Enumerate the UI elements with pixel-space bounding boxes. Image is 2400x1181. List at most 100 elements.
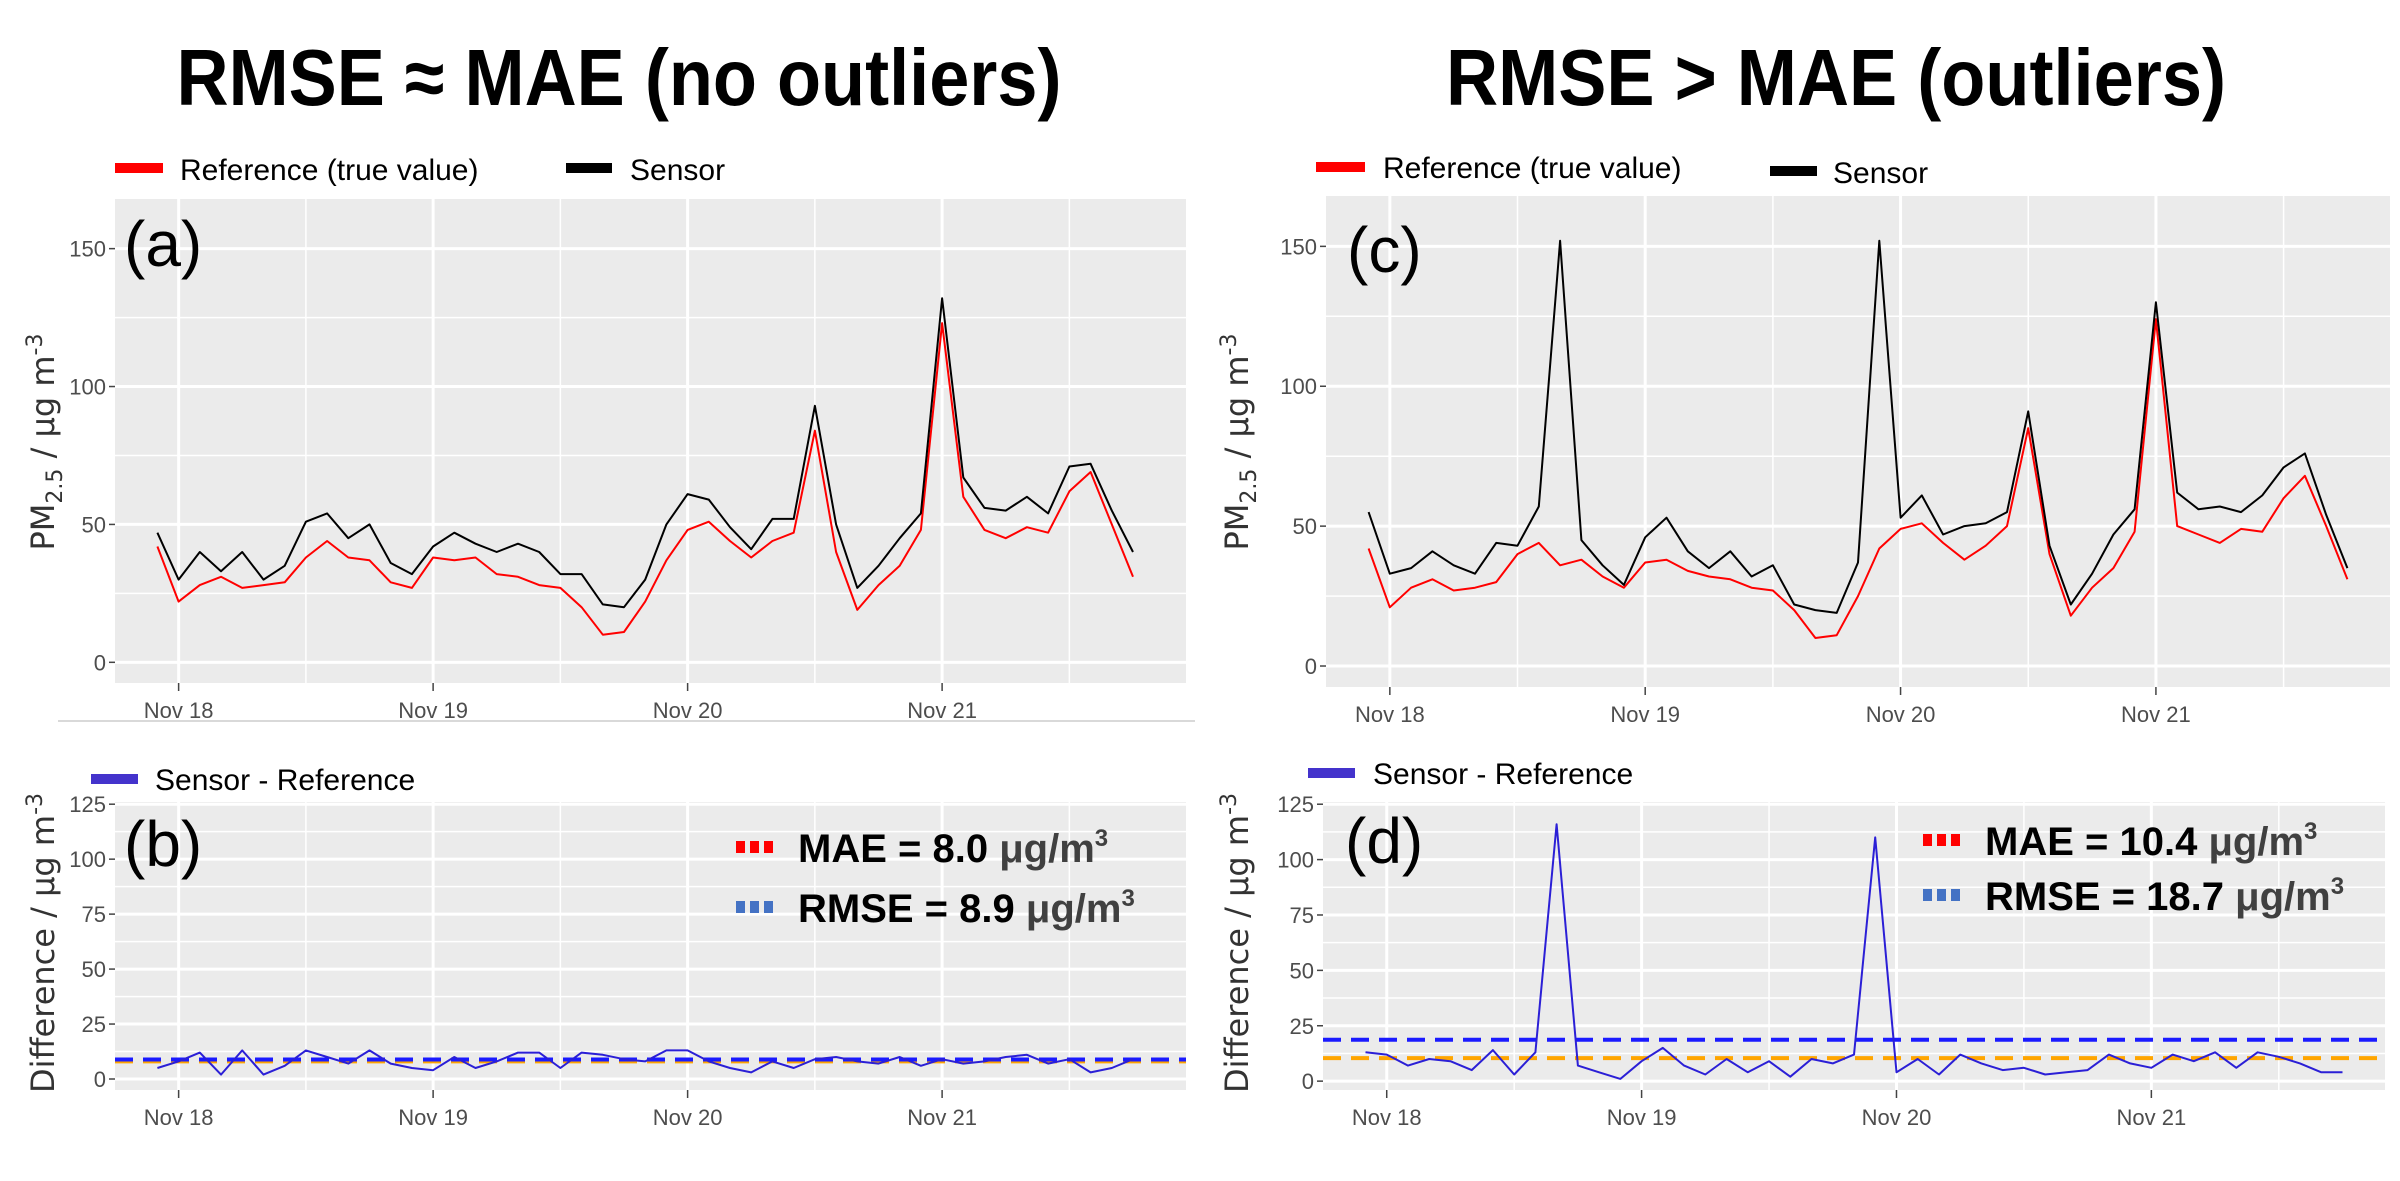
legend-b: Sensor - Reference <box>91 764 415 797</box>
mae-legend-marker <box>736 841 745 853</box>
stat-unit: μg/m <box>988 827 1095 871</box>
stat-unit-superscript: 3 <box>1095 825 1108 852</box>
y-tick-label: 125 <box>1277 792 1314 817</box>
mae-legend-marker <box>1937 834 1946 846</box>
rmse-legend-marker <box>1951 889 1960 901</box>
panel-label: (a) <box>124 208 202 280</box>
x-tick-label: Nov 20 <box>1862 1105 1932 1130</box>
x-tick-label: Nov 18 <box>1355 702 1425 727</box>
rmse-legend-marker <box>764 901 773 913</box>
x-tick-label: Nov 18 <box>144 1105 214 1130</box>
stat-value: RMSE = 18.7 <box>1985 875 2224 919</box>
y-tick-label: 25 <box>1290 1014 1314 1039</box>
y-axis-label-c: PM2.5 / μg m-3 <box>1217 334 1262 551</box>
x-tick-label: Nov 18 <box>1352 1105 1422 1130</box>
plot-background <box>115 199 1186 683</box>
y-tick-label: 150 <box>1280 234 1317 259</box>
stat-unit: μg/m <box>2197 820 2304 864</box>
y-tick-label: 100 <box>69 847 106 872</box>
sensor-line <box>156 297 1134 609</box>
y-axis-label-b: Difference / μg m-3 <box>23 793 62 1093</box>
panel-label: (d) <box>1345 805 1423 877</box>
legend-swatch-sensor <box>1770 166 1817 176</box>
y-tick-label: 50 <box>1293 514 1317 539</box>
y-tick-label: 25 <box>82 1012 106 1037</box>
legend-label-reference: Reference (true value) <box>180 154 478 187</box>
x-tick-label: Nov 19 <box>1607 1105 1677 1130</box>
mae-legend-marker <box>1951 834 1960 846</box>
y-tick-label: 100 <box>1277 848 1314 873</box>
mae-annotation: MAE = 10.4 μg/m3 <box>1985 818 2317 864</box>
panel-d: 0 25 50 75 100 125 Nov 18 Nov 19 Nov 20 Nov 21 (d)… <box>1277 792 2385 1130</box>
stat-unit: μg/m <box>1015 887 1122 931</box>
x-tick-label: Nov 19 <box>398 698 468 723</box>
legend-swatch-difference <box>1308 768 1355 778</box>
y-tick-label: 50 <box>82 512 106 537</box>
legend-label-sensor: Sensor <box>630 154 725 187</box>
panel-label: (c) <box>1347 214 1422 286</box>
legend-label-reference: Reference (true value) <box>1383 152 1681 185</box>
stat-value: RMSE = 8.9 <box>798 887 1015 931</box>
legend-swatch-difference <box>91 774 138 784</box>
y-tick-label: 0 <box>1305 654 1317 679</box>
stat-unit-superscript: 3 <box>1121 885 1134 912</box>
sensor-line <box>1367 239 2349 614</box>
x-tick-label: Nov 21 <box>907 698 977 723</box>
x-tick-label: Nov 21 <box>907 1105 977 1130</box>
legend-c: Reference (true value) Sensor <box>1316 152 1928 190</box>
mae-legend-marker <box>1923 834 1932 846</box>
y-tick-label: 50 <box>82 957 106 982</box>
x-tick-label: Nov 19 <box>1610 702 1680 727</box>
plot-background <box>115 802 1186 1090</box>
y-tick-label: 0 <box>94 650 106 675</box>
legend-swatch-reference <box>1316 162 1365 172</box>
stat-value: MAE = 10.4 <box>1985 820 2198 864</box>
legend-d: Sensor - Reference <box>1308 758 1633 791</box>
rmse-legend-marker <box>736 901 745 913</box>
x-tick-label: Nov 18 <box>144 698 214 723</box>
stat-value: MAE = 8.0 <box>798 827 988 871</box>
legend-label-sensor: Sensor <box>1833 157 1928 190</box>
plot-background <box>1326 196 2390 687</box>
stat-unit: μg/m <box>2224 875 2331 919</box>
right-title: RMSE > MAE (outliers) <box>1446 33 2226 122</box>
y-axis-label-a: PM2.5 / μg m-3 <box>23 334 68 551</box>
left-title: RMSE ≈ MAE (no outliers) <box>177 33 1062 122</box>
difference-line <box>1365 823 2343 1080</box>
x-tick-label: Nov 20 <box>653 1105 723 1130</box>
rmse-annotation: RMSE = 18.7 μg/m3 <box>1985 873 2344 919</box>
mae-annotation: MAE = 8.0 μg/m3 <box>798 825 1108 871</box>
legend-swatch-reference <box>115 163 163 173</box>
plot-background <box>1323 802 2385 1090</box>
mae-legend-marker <box>764 841 773 853</box>
rmse-legend-marker <box>1923 889 1932 901</box>
stat-unit-superscript: 3 <box>2304 818 2317 845</box>
x-tick-label: Nov 19 <box>398 1105 468 1130</box>
legend-swatch-sensor <box>566 163 612 173</box>
panel-a: 0 50 100 150 Nov 18 Nov 19 Nov 20 Nov 21 (a) <box>69 199 1186 723</box>
y-tick-label: 100 <box>1280 374 1317 399</box>
y-tick-label: 0 <box>1302 1069 1314 1094</box>
reference-line <box>156 322 1134 636</box>
y-tick-label: 75 <box>1290 903 1314 928</box>
mae-legend-marker <box>750 841 759 853</box>
rmse-legend-marker <box>750 901 759 913</box>
panel-c: 0 50 100 150 Nov 18 Nov 19 Nov 20 Nov 21 (c) <box>1280 196 2390 727</box>
panel-b: 0 25 50 75 100 125 Nov 18 Nov 19 Nov 20 Nov 21 (b)… <box>69 792 1186 1130</box>
y-axis-label-d: Difference / μg m-3 <box>1217 793 1256 1093</box>
difference-line <box>157 1049 1134 1076</box>
y-tick-label: 125 <box>69 792 106 817</box>
rmse-annotation: RMSE = 8.9 μg/m3 <box>798 885 1135 931</box>
legend-a: Reference (true value) Sensor <box>115 154 725 187</box>
y-tick-label: 75 <box>82 902 106 927</box>
legend-label-difference: Sensor - Reference <box>155 764 415 797</box>
y-tick-label: 0 <box>94 1067 106 1092</box>
rmse-legend-marker <box>1937 889 1946 901</box>
y-tick-label: 150 <box>69 237 106 262</box>
x-tick-label: Nov 21 <box>2121 702 2191 727</box>
stat-unit-superscript: 3 <box>2331 873 2344 900</box>
y-tick-label: 50 <box>1290 958 1314 983</box>
x-tick-label: Nov 21 <box>2117 1105 2187 1130</box>
panel-label: (b) <box>124 808 202 880</box>
